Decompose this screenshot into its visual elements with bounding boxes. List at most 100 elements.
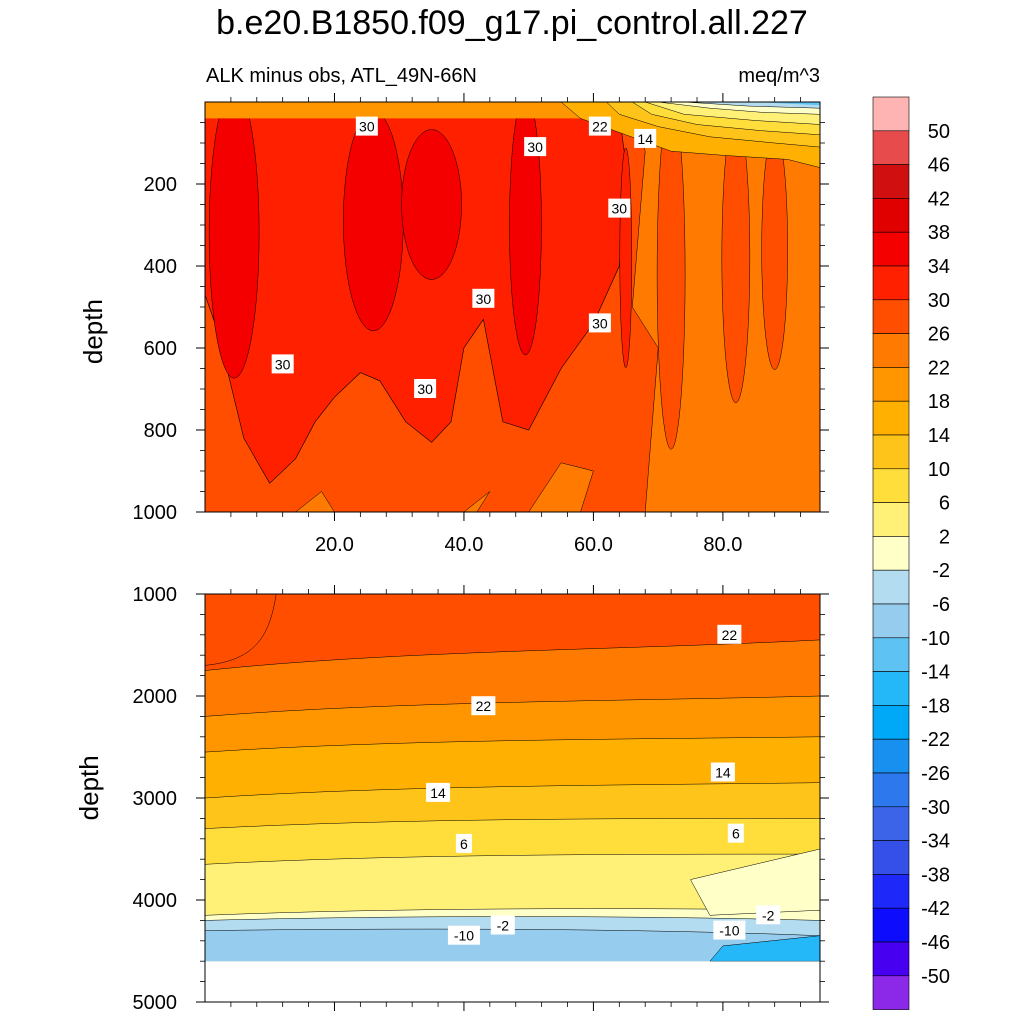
- contour-label-text: 30: [417, 381, 433, 397]
- contour-label-text: 22: [476, 698, 492, 714]
- ytick-label: 3000: [133, 788, 178, 810]
- colorbar-swatch: [872, 367, 910, 402]
- tongue-26-c: [761, 129, 788, 370]
- colorbar-swatch: [872, 265, 910, 301]
- xtick-label: 80.0: [703, 534, 742, 556]
- ytick-label: 1000: [133, 584, 178, 606]
- ytick-label: 4000: [133, 890, 178, 912]
- contour-label: 22: [717, 624, 742, 644]
- colorbar-label: -6: [932, 594, 950, 616]
- band--10: [205, 928, 820, 962]
- colorbar-swatch: [872, 941, 910, 977]
- contour-label: 14: [426, 782, 451, 802]
- contour-label-text: 6: [460, 836, 468, 852]
- colorbar-label: 42: [928, 188, 950, 210]
- core-34-a: [208, 102, 260, 379]
- colorbar-swatch: [872, 840, 910, 875]
- colorbar-label: 22: [928, 357, 950, 379]
- colorbar-swatch: [872, 434, 910, 470]
- colorbar-swatch: [872, 164, 910, 199]
- contour-label: 30: [524, 137, 547, 157]
- patch-m2: [690, 848, 820, 916]
- colorbar-label: 38: [928, 222, 950, 244]
- xtick-label: 40.0: [444, 534, 483, 556]
- colorbar-swatch: [872, 569, 910, 605]
- contour-label: 30: [271, 354, 294, 374]
- colorbar-label: -42: [921, 898, 950, 920]
- colorbar-swatch: [872, 772, 910, 808]
- upper-panel: 200 400 600 800 1000 20.0 40.0 60.0 80.0 depth 30 2…: [78, 93, 829, 556]
- colorbar-label: -18: [921, 695, 950, 717]
- contour-label-text: -2: [762, 907, 775, 923]
- colorbar-label: -46: [921, 932, 950, 954]
- contour-label: 22: [471, 696, 496, 716]
- colorbar-swatch: [872, 333, 910, 368]
- colorbar-label: 14: [928, 425, 950, 447]
- colorbar-label: 50: [928, 121, 950, 143]
- colorbar-label: 30: [928, 290, 950, 312]
- subtitle-right: meq/m^3: [738, 65, 820, 87]
- colorbar-swatch: [872, 198, 910, 233]
- tongue-26-a: [656, 102, 686, 450]
- colorbar-swatch: [872, 671, 910, 706]
- colorbar-swatch: [872, 907, 910, 943]
- surface-m14: [755, 102, 820, 106]
- colorbar-label: -50: [921, 966, 950, 988]
- colorbar-label: 46: [928, 155, 950, 177]
- contour-label-text: 30: [527, 139, 543, 155]
- ytick-label: 400: [144, 256, 177, 278]
- contour-label: 30: [472, 288, 495, 308]
- colorbar-swatch: [872, 806, 910, 841]
- colorbar-swatch: [872, 536, 910, 571]
- colorbar-swatch: [872, 468, 910, 503]
- contour-label-text: 30: [359, 119, 375, 135]
- lower-panel: 1000 2000 3000 4000 5000 depth 22 22 14 14 6 6 -2 -2 -…: [74, 584, 829, 1014]
- contour-label-text: 30: [592, 315, 608, 331]
- lower-ylabel: depth: [74, 755, 104, 820]
- colorbar-label: -34: [921, 831, 950, 853]
- contour-label-text: 30: [476, 291, 492, 307]
- colorbar-label: 18: [928, 391, 950, 413]
- contour-label: 30: [355, 116, 378, 136]
- patch-m18: [709, 935, 820, 962]
- colorbar-swatch: [872, 603, 910, 639]
- contour-label: 30: [588, 313, 611, 333]
- colorbar-swatch: [872, 299, 910, 334]
- contour-label: 6: [727, 823, 744, 843]
- colorbar-swatch: [872, 874, 910, 909]
- colorbar-swatch: [872, 705, 910, 740]
- core-34-b: [343, 110, 404, 332]
- upper-ylabel: depth: [78, 299, 108, 364]
- contour-label: 30: [608, 198, 631, 218]
- ytick-label: 5000: [133, 992, 178, 1014]
- colorbar-label: -30: [921, 797, 950, 819]
- colorbar-swatch: [872, 130, 910, 165]
- upper-contour-fill: [205, 102, 820, 512]
- colorbar-label: -10: [921, 628, 950, 650]
- contour-label: 6: [455, 833, 472, 853]
- tongue-30: [619, 147, 633, 369]
- contour-label: -2: [756, 905, 781, 925]
- ytick-label: 2000: [133, 686, 178, 708]
- colorbar-label: -2: [932, 560, 950, 582]
- ytick-label: 1000: [133, 502, 178, 524]
- colorbar-label: 6: [939, 493, 950, 515]
- contour-label: 30: [414, 379, 437, 398]
- contour-label-text: 22: [592, 119, 608, 135]
- xtick-label: 20.0: [315, 534, 354, 556]
- contour-label-text: 14: [430, 785, 446, 801]
- contour-label: 22: [588, 116, 611, 136]
- colorbar-swatch: [872, 400, 910, 436]
- contour-label-text: 30: [612, 201, 628, 217]
- contour-label-text: -10: [719, 923, 739, 939]
- ytick-label: 200: [144, 174, 177, 196]
- lower-contour-fill: [205, 594, 820, 962]
- contour-label-text: -10: [454, 928, 474, 944]
- ytick-label: 600: [144, 338, 177, 360]
- colorbar-label: 2: [939, 526, 950, 548]
- colorbar-label: 26: [928, 324, 950, 346]
- chart-title: b.e20.B1850.f09_g17.pi_control.all.227: [216, 4, 808, 42]
- colorbar-swatch: [872, 975, 910, 1010]
- colorbar-swatch: [872, 96, 910, 132]
- colorbar: 50 46 42 38 34 30 26 22 18 14 10 6 2 -2 -6 -10 -14 -18 -22…: [872, 96, 950, 1010]
